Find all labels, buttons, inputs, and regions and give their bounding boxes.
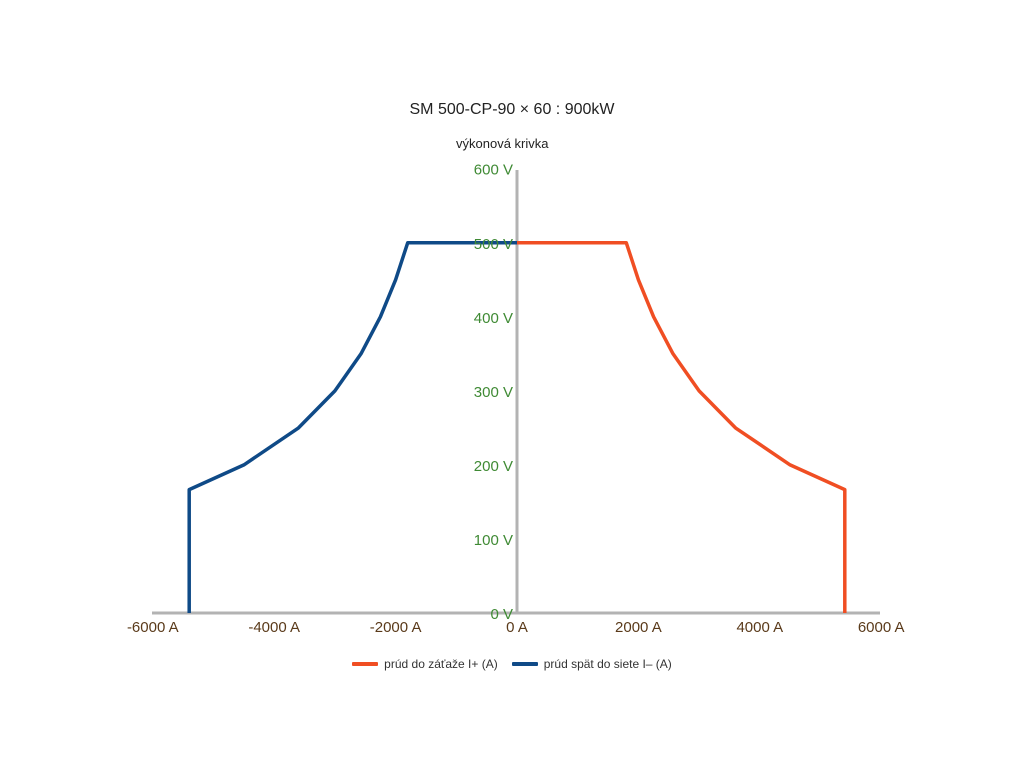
series-line-load: [517, 241, 847, 613]
y-tick-label: 200 V: [474, 458, 513, 475]
chart-title: SM 500-CP-90 × 60 : 900kW: [409, 101, 615, 118]
chart-legend: prúd do záťaže I+ (A) prúd spät do siete…: [0, 657, 1024, 671]
y-tick-label: 400 V: [474, 310, 513, 327]
x-tick-label: -6000 A: [127, 619, 179, 636]
x-tick-label: -4000 A: [248, 619, 300, 636]
x-tick-label: 0 A: [506, 619, 528, 636]
x-tick-label: -2000 A: [370, 619, 422, 636]
series-line-return: [187, 241, 517, 613]
y-tick-label: 100 V: [474, 532, 513, 549]
y-tick-label: 300 V: [474, 384, 513, 401]
legend-swatch-return: [511, 662, 538, 666]
chart-subtitle: výkonová krivka: [456, 136, 549, 151]
x-tick-label: 6000 A: [858, 619, 905, 636]
y-tick-label: 500 V: [474, 236, 513, 253]
legend-label-load: prúd do záťaže I+ (A): [384, 657, 498, 671]
x-tick-label: 4000 A: [736, 619, 783, 636]
legend-item-return[interactable]: prúd spät do siete I– (A): [511, 657, 672, 671]
y-tick-label: 0 V: [490, 606, 513, 623]
legend-swatch-load: [352, 662, 379, 666]
legend-item-load[interactable]: prúd do záťaže I+ (A): [352, 657, 498, 671]
legend-label-return: prúd spät do siete I– (A): [543, 657, 672, 671]
y-tick-label: 600 V: [474, 162, 513, 179]
x-tick-label: 2000 A: [615, 619, 662, 636]
